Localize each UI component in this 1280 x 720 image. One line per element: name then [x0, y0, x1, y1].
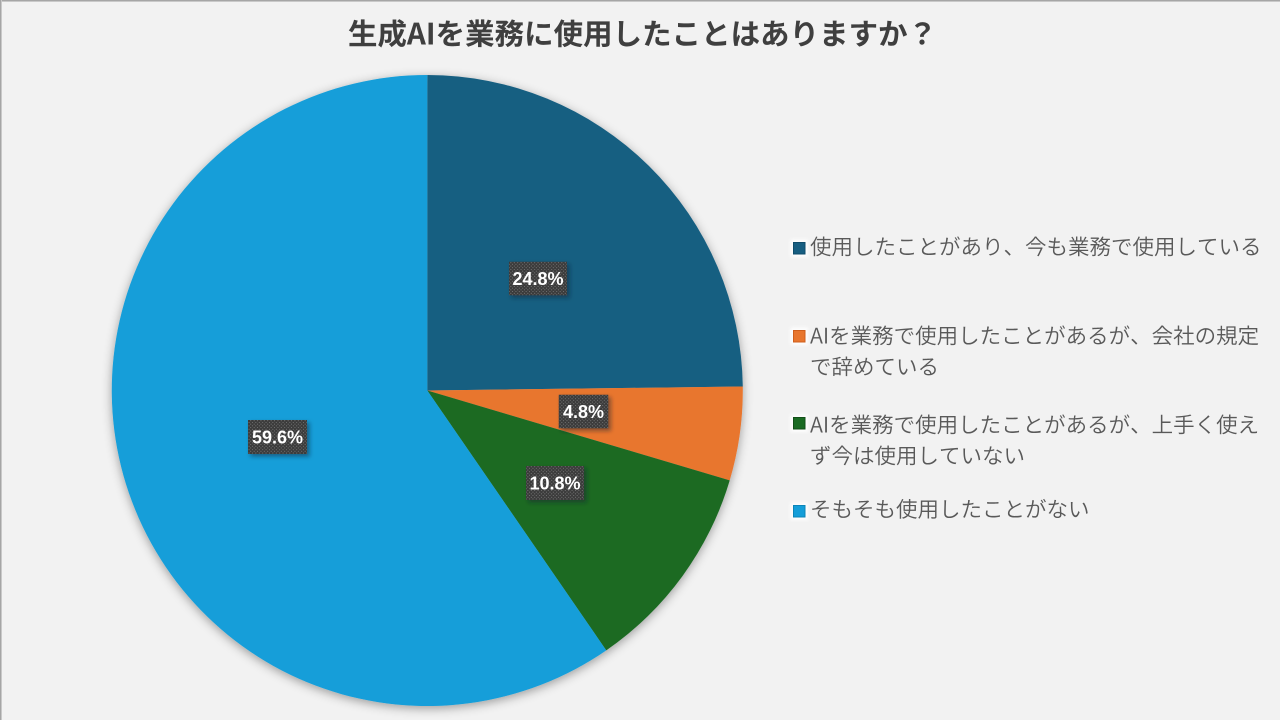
- svg-text:59.6%: 59.6%: [252, 428, 303, 448]
- svg-text:10.8%: 10.8%: [529, 474, 580, 494]
- svg-text:4.8%: 4.8%: [563, 402, 604, 422]
- svg-text:24.8%: 24.8%: [512, 269, 563, 289]
